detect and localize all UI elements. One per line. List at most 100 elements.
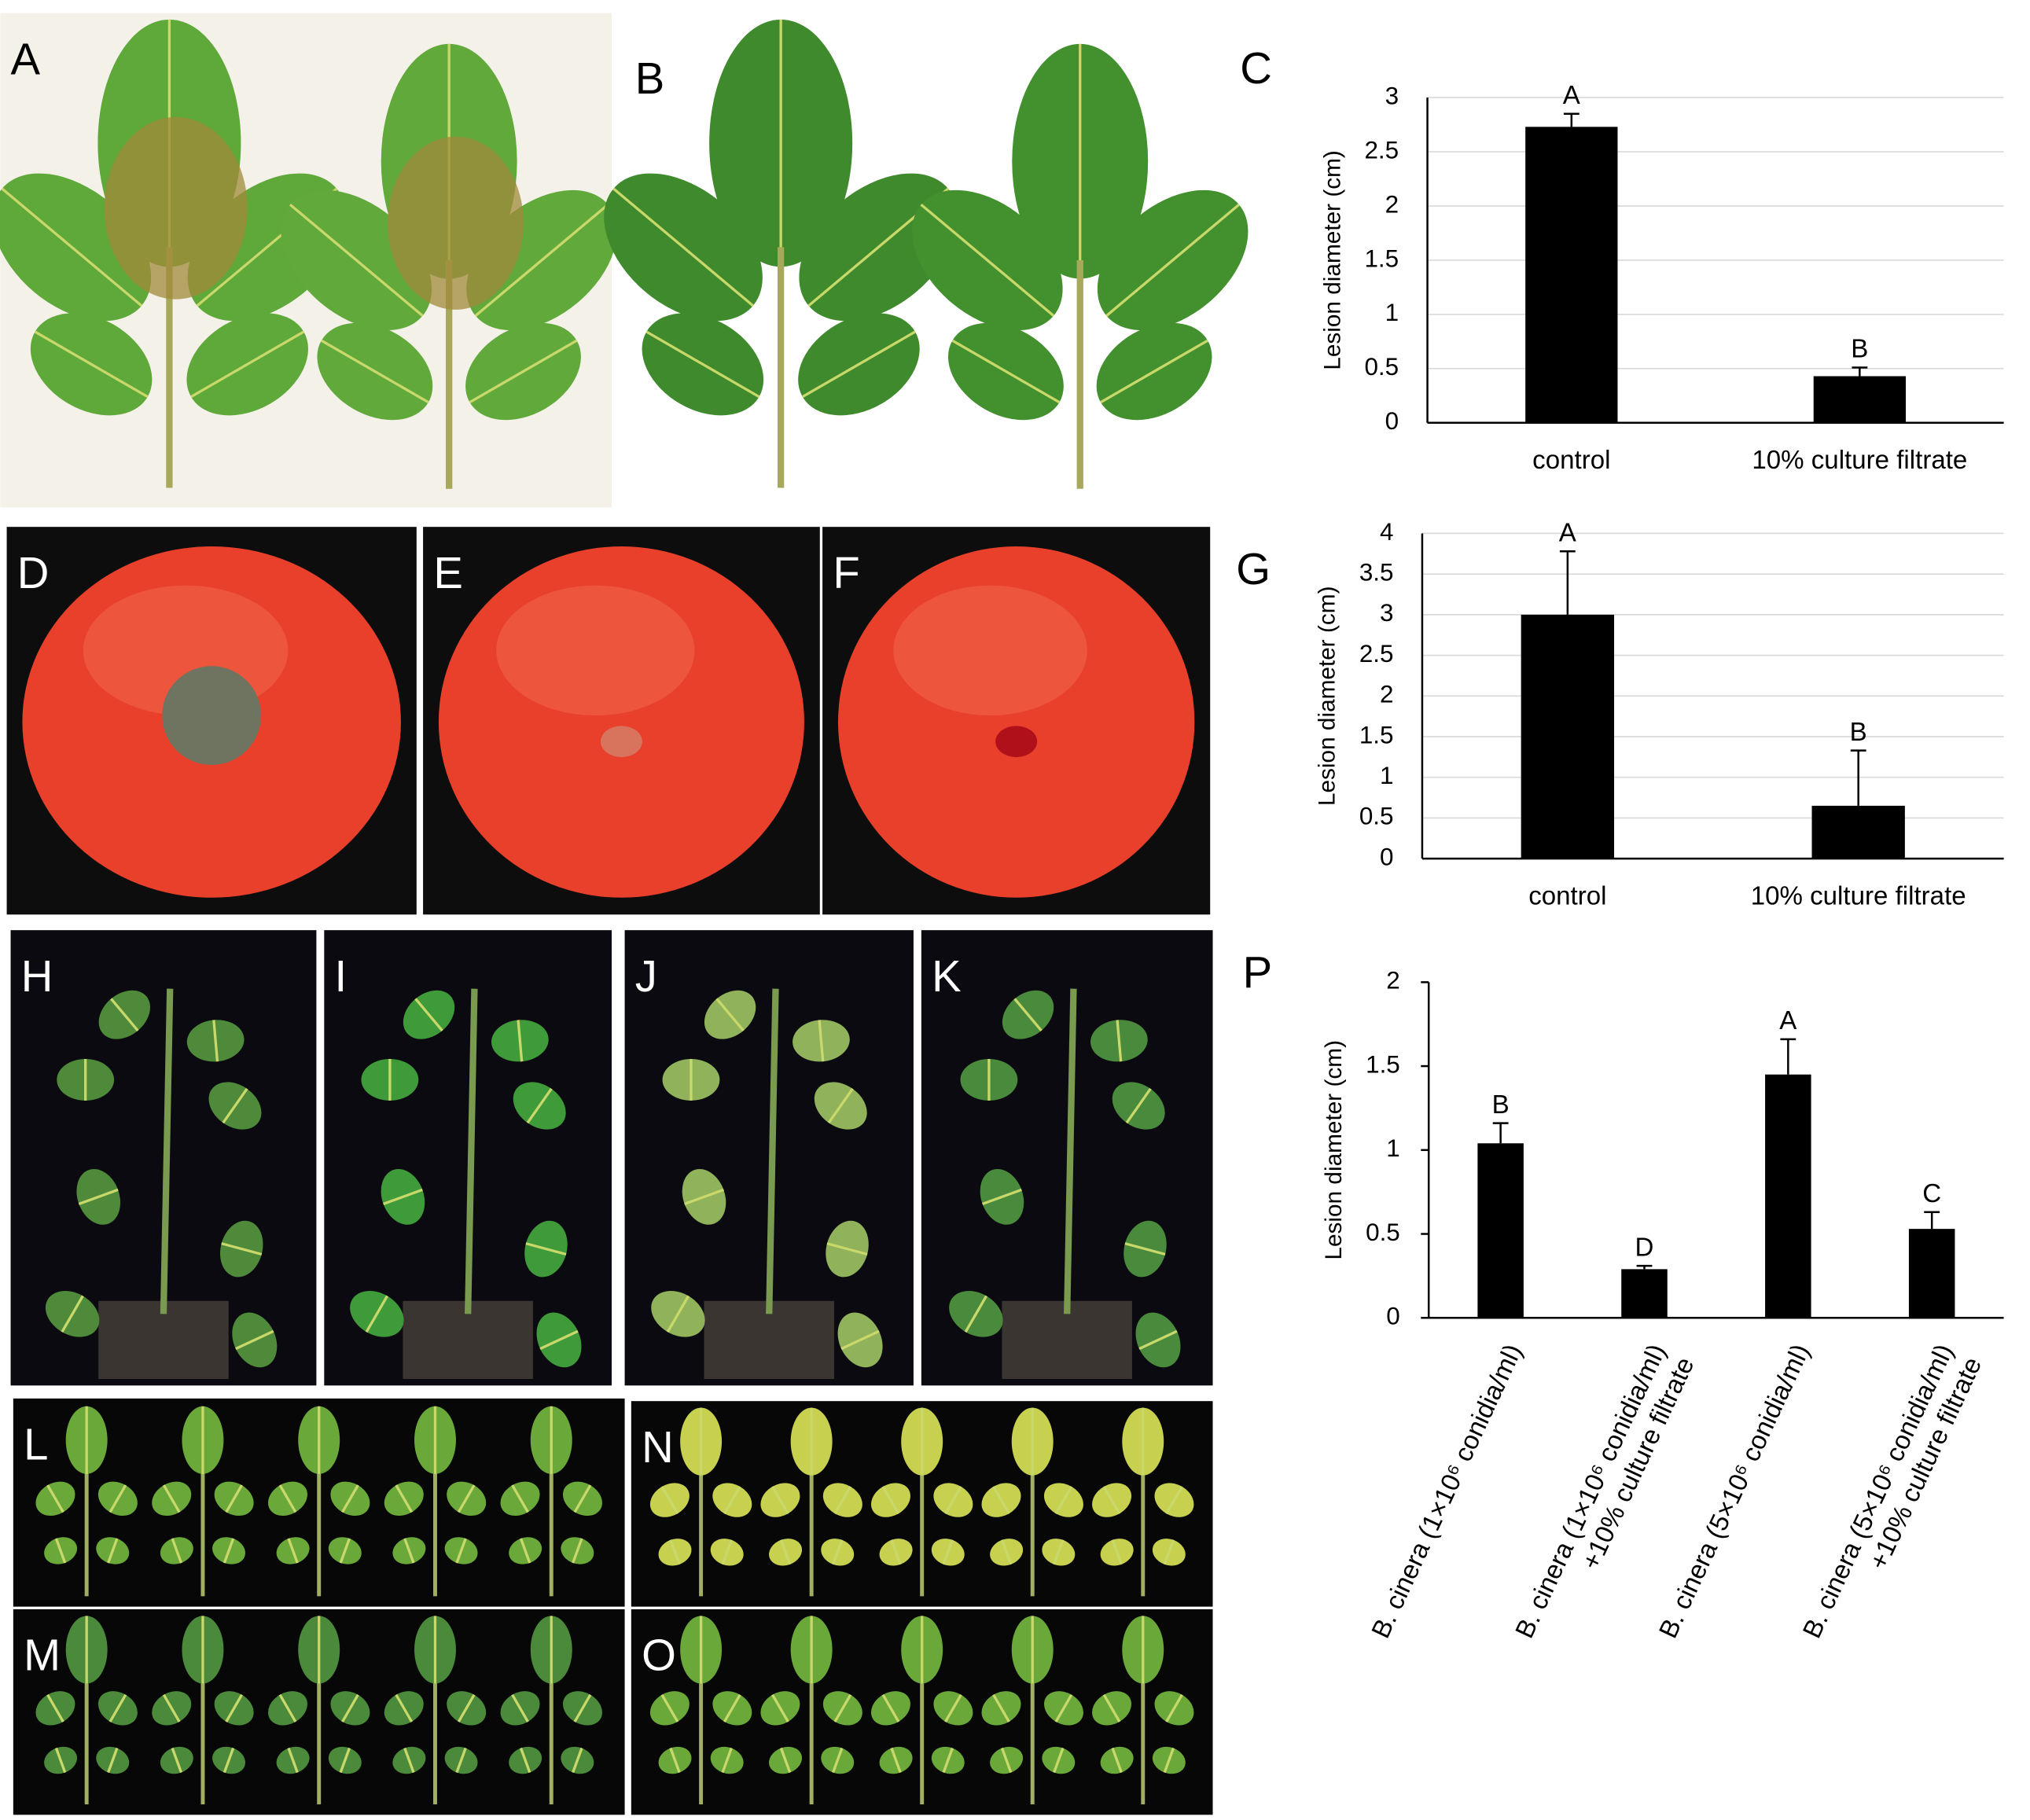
leaf-vein <box>341 1693 359 1723</box>
stem <box>766 988 779 1314</box>
leaf <box>1100 1746 1134 1774</box>
leaf-vein <box>1000 1539 1013 1565</box>
leaf <box>931 1539 965 1566</box>
leaf <box>530 1616 572 1684</box>
photo-panel: K <box>921 930 1213 1386</box>
leaf-vein <box>573 1484 592 1513</box>
leaf-vein <box>1124 1242 1166 1256</box>
leaf-vein <box>395 1693 414 1723</box>
leaf <box>933 1483 973 1517</box>
leaf-vein <box>1165 1486 1183 1515</box>
leaf-vein <box>171 1538 183 1564</box>
leaf <box>276 1537 310 1564</box>
leaf-vein <box>54 1538 67 1564</box>
leaf-vein <box>46 1484 64 1513</box>
leaf-vein <box>771 1486 789 1515</box>
leaf <box>328 1746 362 1774</box>
wound <box>995 726 1038 758</box>
leaf <box>1152 1746 1186 1774</box>
leaf-vein <box>212 1020 219 1062</box>
leaf <box>392 1746 426 1774</box>
charts: C Lesion diameter (cm) 0 0.5 1 1.5 2 2.5 3 Acontr… <box>1236 43 2004 1643</box>
significance-letter: B <box>1492 1090 1510 1120</box>
leaf-vein <box>1100 339 1208 404</box>
leaf-vein <box>511 1484 529 1513</box>
x-tick-label: B. cinera (1×10⁶ conidia/ml) <box>1510 1340 1672 1642</box>
y-tick-label: 0 <box>1386 1303 1399 1330</box>
leaf <box>931 1746 965 1774</box>
leaf-vein <box>78 1188 119 1205</box>
leaf-vein <box>992 1486 1010 1515</box>
leaf-vein <box>235 1329 274 1351</box>
x-tick-label: control <box>1532 446 1610 475</box>
leaf <box>760 1483 800 1517</box>
leaf <box>1042 1746 1076 1774</box>
leaf-vein <box>403 1538 415 1564</box>
error-bar <box>1780 1038 1796 1075</box>
leaf <box>793 1020 850 1062</box>
leaf-vein <box>455 1538 467 1564</box>
leaf <box>500 1481 540 1516</box>
leaf-vein <box>190 330 305 399</box>
leaf <box>1043 1691 1083 1726</box>
leaf-vein <box>341 1484 359 1513</box>
leaf-vein <box>1053 1539 1065 1565</box>
leaf <box>98 990 150 1039</box>
leaf-vein <box>1138 1329 1178 1351</box>
leaf <box>96 1537 130 1564</box>
panel-label: D <box>17 548 50 597</box>
leaf <box>444 1746 478 1774</box>
leaf-vein <box>526 1087 553 1124</box>
leaf <box>44 1746 78 1774</box>
leaf <box>947 322 1064 421</box>
leaf <box>712 1691 752 1726</box>
stem <box>1064 988 1077 1314</box>
leaf-vein <box>660 1693 679 1723</box>
panel-label: L <box>24 1420 48 1469</box>
photo-panel: A <box>0 13 617 508</box>
leaf-vein <box>723 1693 741 1723</box>
leaf-vein <box>881 1486 900 1515</box>
bar <box>1908 1229 1955 1318</box>
leaf-vein <box>944 1486 962 1515</box>
stem <box>160 988 174 1314</box>
leaf-vein <box>339 1747 351 1774</box>
leaf-vein <box>525 1242 567 1256</box>
leaf <box>712 1483 752 1517</box>
leaf-vein <box>951 339 1061 404</box>
leaf-vein <box>222 1538 235 1564</box>
leaf-vein <box>519 1747 531 1774</box>
leaf <box>1092 1691 1132 1726</box>
leaf <box>821 1746 855 1774</box>
leaf <box>35 1691 75 1726</box>
leaf-vein <box>225 1693 244 1723</box>
x-tick-label: control <box>1528 882 1606 911</box>
bar <box>1765 1074 1811 1318</box>
leaf <box>1092 1483 1132 1517</box>
leaf-vein <box>1102 1486 1121 1515</box>
leaf-vein <box>779 1747 792 1774</box>
leaf <box>30 313 153 416</box>
leaf <box>1012 43 1149 279</box>
leaf-vein <box>1163 1539 1175 1565</box>
panel-label: B <box>635 53 665 103</box>
leaf-vein <box>469 339 578 404</box>
leaf-vein <box>225 1484 244 1513</box>
leaf-vein <box>1054 1486 1073 1515</box>
leaf <box>214 1481 254 1516</box>
leaf <box>509 1746 542 1774</box>
leaf <box>710 1746 744 1774</box>
photo-panel: E <box>423 527 820 915</box>
leaf-vein <box>320 339 429 404</box>
leaf <box>392 1537 426 1564</box>
leaf <box>298 1406 340 1474</box>
y-tick-label: 1 <box>1386 1134 1399 1162</box>
leaf <box>1154 1483 1194 1517</box>
leaf-vein <box>34 330 149 399</box>
leaf-vein <box>942 1747 954 1774</box>
leaf <box>769 1539 803 1566</box>
leaf <box>384 1691 424 1726</box>
leaf-vein <box>455 1747 467 1774</box>
leaf <box>790 1407 833 1476</box>
leaf <box>35 1481 75 1516</box>
